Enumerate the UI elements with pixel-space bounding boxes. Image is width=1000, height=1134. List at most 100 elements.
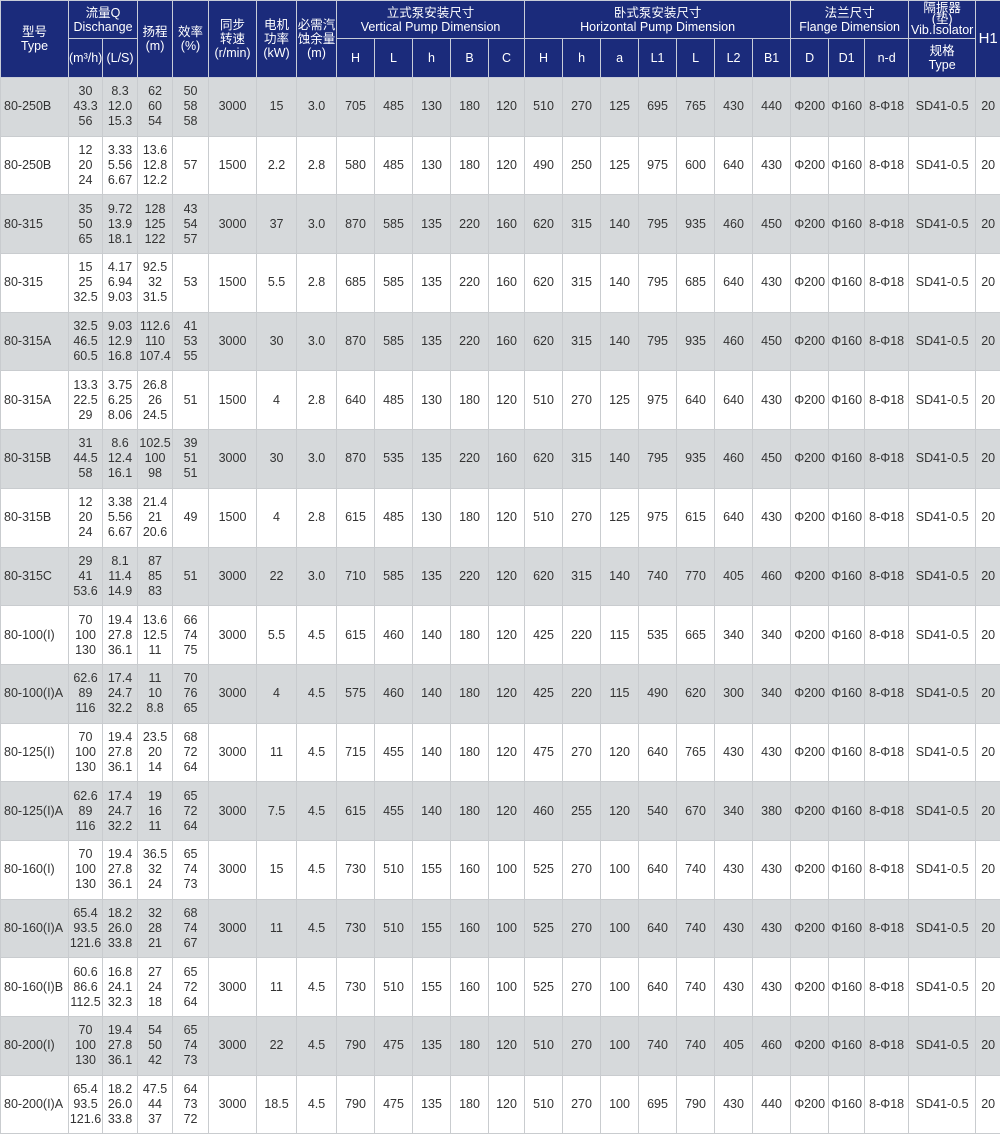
cell-horizontal-dim: 270 bbox=[563, 1017, 601, 1076]
cell-flow-ls-value: 33.8 bbox=[103, 936, 137, 951]
cell-efficiency-value: 51 bbox=[173, 393, 208, 408]
cell-horizontal-dim: 975 bbox=[639, 371, 677, 430]
cell-horizontal-dim: 510 bbox=[525, 1075, 563, 1134]
cell-npsh: 3.0 bbox=[297, 430, 337, 489]
cell-efficiency: 51 bbox=[173, 371, 209, 430]
cell-flow-ls-value: 26.0 bbox=[103, 921, 137, 936]
cell-h1: 20 bbox=[976, 723, 1000, 782]
cell-flow-ls-value: 14.9 bbox=[103, 584, 137, 599]
cell-flow-m3h-value: 15 bbox=[69, 260, 102, 275]
cell-vertical-dim: 485 bbox=[375, 78, 413, 137]
cell-horizontal-dim: 270 bbox=[563, 958, 601, 1017]
cell-flange-dim: Φ160 bbox=[829, 723, 865, 782]
cell-vertical-dim: 120 bbox=[489, 78, 525, 137]
cell-npsh: 4.5 bbox=[297, 958, 337, 1017]
cell-vertical-dim: 730 bbox=[337, 899, 375, 958]
cell-flow-m3h-value: 116 bbox=[69, 701, 102, 716]
cell-efficiency-value: 72 bbox=[173, 804, 208, 819]
cell-efficiency-value: 70 bbox=[173, 671, 208, 686]
cell-flow-ls-value: 6.25 bbox=[103, 393, 137, 408]
cell-horizontal-dim: 380 bbox=[753, 782, 791, 841]
cell-flange-dim: Φ160 bbox=[829, 606, 865, 665]
header-speed: 同步 转速 (r/min) bbox=[209, 1, 257, 78]
cell-vertical-dim: 120 bbox=[489, 1017, 525, 1076]
cell-flange-dim: Φ200 bbox=[791, 782, 829, 841]
cell-horizontal-dim: 795 bbox=[639, 254, 677, 313]
cell-type: 80-250B bbox=[1, 78, 69, 137]
cell-flow-ls-value: 27.8 bbox=[103, 862, 137, 877]
cell-flow-m3h-value: 65.4 bbox=[69, 1082, 102, 1097]
cell-horizontal-dim: 270 bbox=[563, 840, 601, 899]
cell-vertical-dim: 585 bbox=[375, 312, 413, 371]
cell-efficiency-value: 65 bbox=[173, 965, 208, 980]
cell-isolator-type: SD41-0.5 bbox=[909, 136, 976, 195]
cell-vertical-dim: 615 bbox=[337, 606, 375, 665]
cell-flange-dim: Φ160 bbox=[829, 840, 865, 899]
cell-flow-m3h-value: 46.5 bbox=[69, 334, 102, 349]
cell-horizontal-dim: 425 bbox=[525, 664, 563, 723]
cell-head-value: 11 bbox=[138, 819, 172, 834]
cell-horizontal-dim: 440 bbox=[753, 1075, 791, 1134]
cell-flow-ls-value: 8.3 bbox=[103, 84, 137, 99]
cell-efficiency-value: 39 bbox=[173, 436, 208, 451]
cell-efficiency-value: 74 bbox=[173, 1038, 208, 1053]
cell-flow-ls-value: 16.8 bbox=[103, 349, 137, 364]
cell-horizontal-dim: 140 bbox=[601, 254, 639, 313]
cell-vertical-dim: 180 bbox=[451, 606, 489, 665]
cell-head-value: 60 bbox=[138, 99, 172, 114]
cell-horizontal-dim: 620 bbox=[525, 312, 563, 371]
header-vertical-col: h bbox=[413, 39, 451, 78]
cell-vertical-dim: 120 bbox=[489, 664, 525, 723]
cell-flow-ls-value: 32.3 bbox=[103, 995, 137, 1010]
cell-flow-m3h-value: 56 bbox=[69, 114, 102, 129]
cell-flow-ls-value: 12.0 bbox=[103, 99, 137, 114]
cell-npsh: 2.8 bbox=[297, 136, 337, 195]
cell-flow-ls-value: 19.4 bbox=[103, 613, 137, 628]
cell-flow-m3h-value: 30 bbox=[69, 84, 102, 99]
cell-efficiency-value: 53 bbox=[173, 334, 208, 349]
cell-vertical-dim: 140 bbox=[413, 723, 451, 782]
cell-npsh: 4.5 bbox=[297, 606, 337, 665]
cell-vertical-dim: 180 bbox=[451, 664, 489, 723]
cell-speed: 3000 bbox=[209, 606, 257, 665]
header-power: 电机 功率 (kW) bbox=[257, 1, 297, 78]
header-m3h: (m³/h) bbox=[69, 39, 103, 78]
cell-flow-m3h-value: 44.5 bbox=[69, 451, 102, 466]
cell-power: 7.5 bbox=[257, 782, 297, 841]
header-horizontal-col: L2 bbox=[715, 39, 753, 78]
cell-flow-ls-value: 13.9 bbox=[103, 217, 137, 232]
cell-flow-m3h-value: 100 bbox=[69, 862, 102, 877]
cell-vertical-dim: 135 bbox=[413, 312, 451, 371]
cell-horizontal-dim: 765 bbox=[677, 78, 715, 137]
cell-power: 4 bbox=[257, 488, 297, 547]
cell-horizontal-dim: 640 bbox=[639, 958, 677, 1017]
cell-flow-m3h-value: 130 bbox=[69, 877, 102, 892]
cell-horizontal-dim: 125 bbox=[601, 78, 639, 137]
cell-horizontal-dim: 795 bbox=[639, 312, 677, 371]
cell-flange-dim: 8-Φ18 bbox=[865, 254, 909, 313]
cell-h1: 20 bbox=[976, 958, 1000, 1017]
cell-efficiency-value: 58 bbox=[173, 99, 208, 114]
cell-flow-ls-value: 26.0 bbox=[103, 1097, 137, 1112]
cell-flow-m3h-value: 35 bbox=[69, 202, 102, 217]
cell-flow-m3h-value: 93.5 bbox=[69, 1097, 102, 1112]
cell-vertical-dim: 870 bbox=[337, 195, 375, 254]
cell-head-value: 23.5 bbox=[138, 730, 172, 745]
cell-type: 80-200(I) bbox=[1, 1017, 69, 1076]
cell-vertical-dim: 455 bbox=[375, 782, 413, 841]
cell-head-value: 8.8 bbox=[138, 701, 172, 716]
cell-flange-dim: 8-Φ18 bbox=[865, 312, 909, 371]
cell-isolator-type: SD41-0.5 bbox=[909, 899, 976, 958]
cell-type: 80-125(I)A bbox=[1, 782, 69, 841]
cell-flange-dim: 8-Φ18 bbox=[865, 840, 909, 899]
cell-head-value: 21.4 bbox=[138, 495, 172, 510]
cell-efficiency-value: 58 bbox=[173, 114, 208, 129]
cell-vertical-dim: 120 bbox=[489, 547, 525, 606]
cell-horizontal-dim: 340 bbox=[715, 606, 753, 665]
cell-horizontal-dim: 340 bbox=[753, 664, 791, 723]
